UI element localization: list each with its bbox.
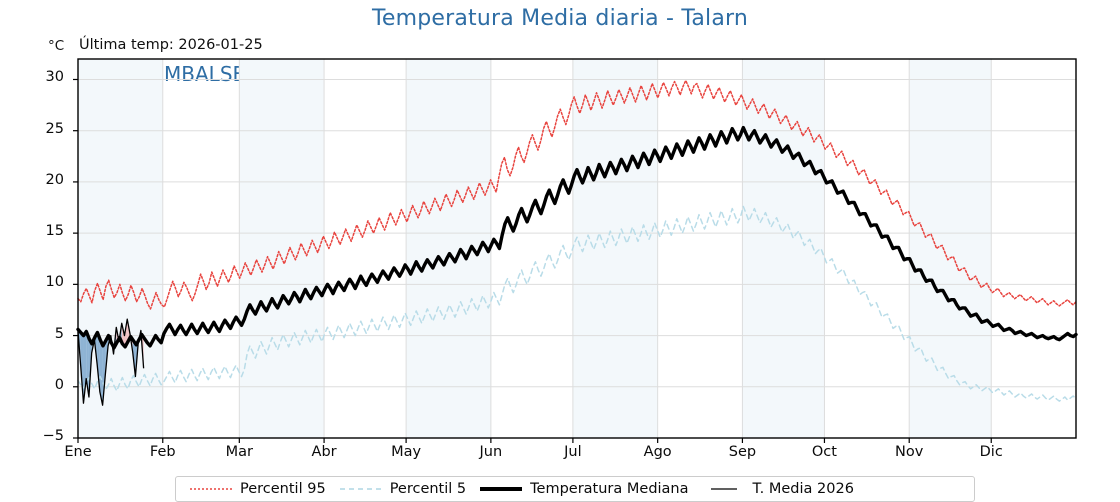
chart-legend: Percentil 95 Percentil 5 Temperatura Med…	[175, 476, 975, 502]
x-tick-label: Oct	[811, 444, 837, 460]
legend-item-temperatura-mediana[interactable]: Temperatura Mediana	[466, 477, 689, 501]
x-tick-label: Mar	[225, 444, 253, 460]
axis-tick-marks	[73, 78, 992, 443]
page-title: Temperatura Media diaria - Talarn	[371, 6, 749, 31]
x-tick-label: Abr	[311, 444, 337, 460]
legend-swatch-percentil-5	[339, 488, 382, 490]
legend-label-percentil-95: Percentil 95	[240, 481, 326, 497]
legend-swatch-temperatura-mediana	[480, 487, 523, 491]
y-tick-label: 0	[54, 376, 64, 393]
x-tick-label: Jun	[479, 444, 503, 460]
legend-label-t-media-2026: T. Media 2026	[752, 481, 854, 497]
y-tick-label: 5	[54, 325, 64, 342]
y-tick-label: 30	[45, 69, 64, 86]
legend-swatch-t-media-2026	[710, 488, 737, 490]
legend-label-temperatura-mediana: Temperatura Mediana	[530, 481, 689, 497]
x-tick-label: Nov	[895, 444, 924, 460]
y-tick-label: 10	[45, 274, 64, 291]
x-tick-label: Jul	[564, 444, 582, 460]
x-tick-label: May	[391, 444, 422, 460]
y-tick-label: 20	[45, 171, 64, 188]
legend-item-percentil-5[interactable]: Percentil 5	[326, 477, 466, 501]
legend-swatch-percentil-95	[190, 488, 232, 490]
x-tick-label: Sep	[728, 444, 757, 460]
x-tick-label: Feb	[149, 444, 176, 460]
legend-item-t-media-2026[interactable]: T. Media 2026	[689, 477, 854, 501]
series-lines	[76, 79, 1078, 406]
legend-item-percentil-95[interactable]: Percentil 95	[176, 477, 326, 501]
x-tick-label: Dic	[979, 444, 1003, 460]
plot-frame	[77, 58, 1077, 439]
y-tick-label: 25	[45, 120, 64, 137]
x-tick-label: Ago	[643, 444, 672, 460]
x-tick-label: Ene	[64, 444, 92, 460]
y-tick-label: 15	[45, 223, 64, 240]
y-axis-unit-label: °C	[48, 38, 65, 54]
legend-label-percentil-5: Percentil 5	[389, 481, 467, 497]
last-temp-label: Última temp: 2026-01-25	[79, 37, 263, 53]
y-tick-label: −5	[42, 428, 64, 444]
month-shading-bands	[78, 59, 992, 438]
